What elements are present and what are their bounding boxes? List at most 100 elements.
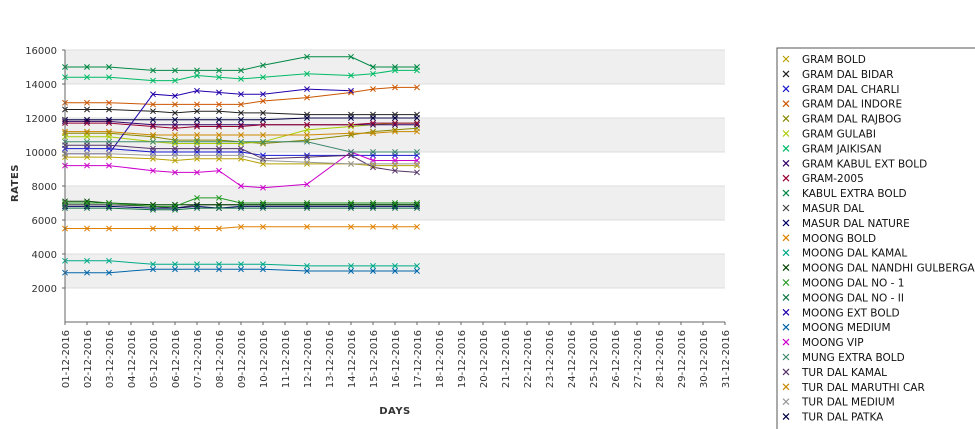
data-point-marker — [370, 223, 376, 230]
data-point-marker — [304, 159, 310, 166]
data-point-marker — [370, 130, 376, 137]
y-tick-label: 16000 — [25, 46, 57, 57]
data-point-marker — [216, 116, 222, 123]
data-point-marker — [172, 92, 178, 99]
x-tick-label: 07-12-2016 — [193, 330, 204, 388]
data-point-marker — [260, 74, 266, 81]
data-point-marker — [84, 106, 90, 113]
data-point-marker — [304, 115, 310, 121]
x-tick-label: 13-12-2016 — [325, 330, 336, 388]
data-point-marker — [84, 257, 90, 264]
series-line — [65, 131, 417, 136]
data-point-marker — [150, 133, 156, 140]
data-point-marker — [150, 77, 156, 84]
data-point-marker — [150, 132, 156, 138]
data-point-marker — [150, 206, 156, 213]
x-tick-label: 21-12-2016 — [501, 330, 512, 388]
data-point-marker — [304, 70, 310, 77]
data-point-marker — [216, 123, 222, 130]
data-point-marker — [348, 87, 354, 94]
data-point-marker — [84, 128, 90, 135]
data-point-marker — [304, 132, 310, 138]
data-point-marker — [260, 205, 266, 212]
data-point-marker — [414, 64, 420, 70]
data-point-marker — [392, 115, 398, 121]
x-tick-label: 02-12-2016 — [83, 330, 94, 388]
data-point-marker — [216, 145, 222, 152]
legend-marker — [782, 159, 790, 167]
data-point-marker — [392, 162, 398, 169]
data-point-marker — [194, 132, 200, 138]
x-tick-label: 20-12-2016 — [479, 330, 490, 388]
x-tick-labels: 01-12-2016 02-12-2016 03-12-2016 04-12-2016… — [61, 330, 732, 388]
legend-marker — [782, 100, 790, 108]
data-point-marker — [150, 266, 156, 273]
data-point-marker — [348, 89, 354, 96]
data-point-marker — [84, 142, 90, 149]
data-point-marker — [370, 268, 376, 274]
data-point-marker — [172, 225, 178, 232]
legend-marker — [782, 144, 790, 152]
data-point-marker — [172, 266, 178, 273]
data-point-marker — [216, 205, 222, 212]
legend-marker — [782, 279, 790, 286]
series-line — [65, 268, 417, 274]
data-point-marker — [260, 62, 266, 69]
data-point-marker — [216, 74, 222, 81]
legend-box — [776, 47, 975, 429]
legend-marker — [782, 85, 790, 93]
legend-entry-label: MUNG EXTRA BOLD — [802, 352, 905, 364]
data-point-marker — [194, 67, 200, 74]
x-tick-label: 23-12-2016 — [545, 330, 556, 388]
data-point-marker — [172, 201, 178, 208]
data-point-marker — [194, 261, 200, 268]
legend-entry-label: MOONG DAL NO - II — [802, 292, 904, 304]
data-point-marker — [238, 121, 244, 128]
data-point-marker — [370, 262, 376, 269]
series-line — [65, 148, 417, 156]
data-point-marker — [238, 138, 244, 145]
data-point-marker — [216, 108, 222, 115]
data-point-marker — [84, 269, 90, 276]
series-line — [65, 117, 417, 121]
data-point-marker — [194, 194, 200, 201]
legend-entry-label: GRAM DAL CHARLI — [802, 84, 900, 96]
series-line — [65, 260, 417, 267]
data-point-marker — [348, 130, 354, 137]
data-point-marker — [194, 87, 200, 94]
data-point-marker — [260, 223, 266, 230]
plot-background-bands — [65, 50, 725, 288]
data-point-marker — [260, 116, 266, 123]
legend-marker — [782, 70, 790, 78]
legend-marker — [782, 55, 790, 63]
data-point-marker — [84, 99, 90, 106]
data-point-marker — [150, 152, 156, 159]
data-point-marker — [216, 67, 222, 74]
legend-entry-label: GRAM JAIKISAN — [802, 143, 882, 155]
series-line — [65, 226, 417, 229]
data-point-marker — [392, 128, 398, 135]
data-point-marker — [172, 145, 178, 152]
x-tick-label: 27-12-2016 — [633, 330, 644, 388]
data-point-marker — [370, 205, 376, 212]
data-point-marker — [216, 167, 222, 174]
data-point-marker — [348, 205, 354, 212]
data-point-marker — [370, 149, 376, 155]
legend-entry-label: GRAM DAL INDORE — [802, 99, 902, 111]
data-point-marker — [216, 225, 222, 232]
legend-marker — [782, 234, 790, 242]
x-axis-label: DAYS — [379, 406, 411, 417]
data-point-marker — [238, 101, 244, 108]
data-point-marker — [348, 132, 354, 138]
data-point-marker — [370, 70, 376, 77]
data-point-marker — [414, 149, 420, 155]
data-point-marker — [304, 126, 310, 133]
data-point-marker — [392, 200, 398, 206]
data-point-marker — [370, 128, 376, 135]
x-tick-label: 29-12-2016 — [677, 330, 688, 388]
data-point-marker — [348, 160, 354, 167]
legend-marker — [782, 204, 790, 212]
x-tick-label: 09-12-2016 — [237, 330, 248, 388]
data-point-marker — [106, 116, 112, 123]
legend-marker — [782, 338, 790, 346]
